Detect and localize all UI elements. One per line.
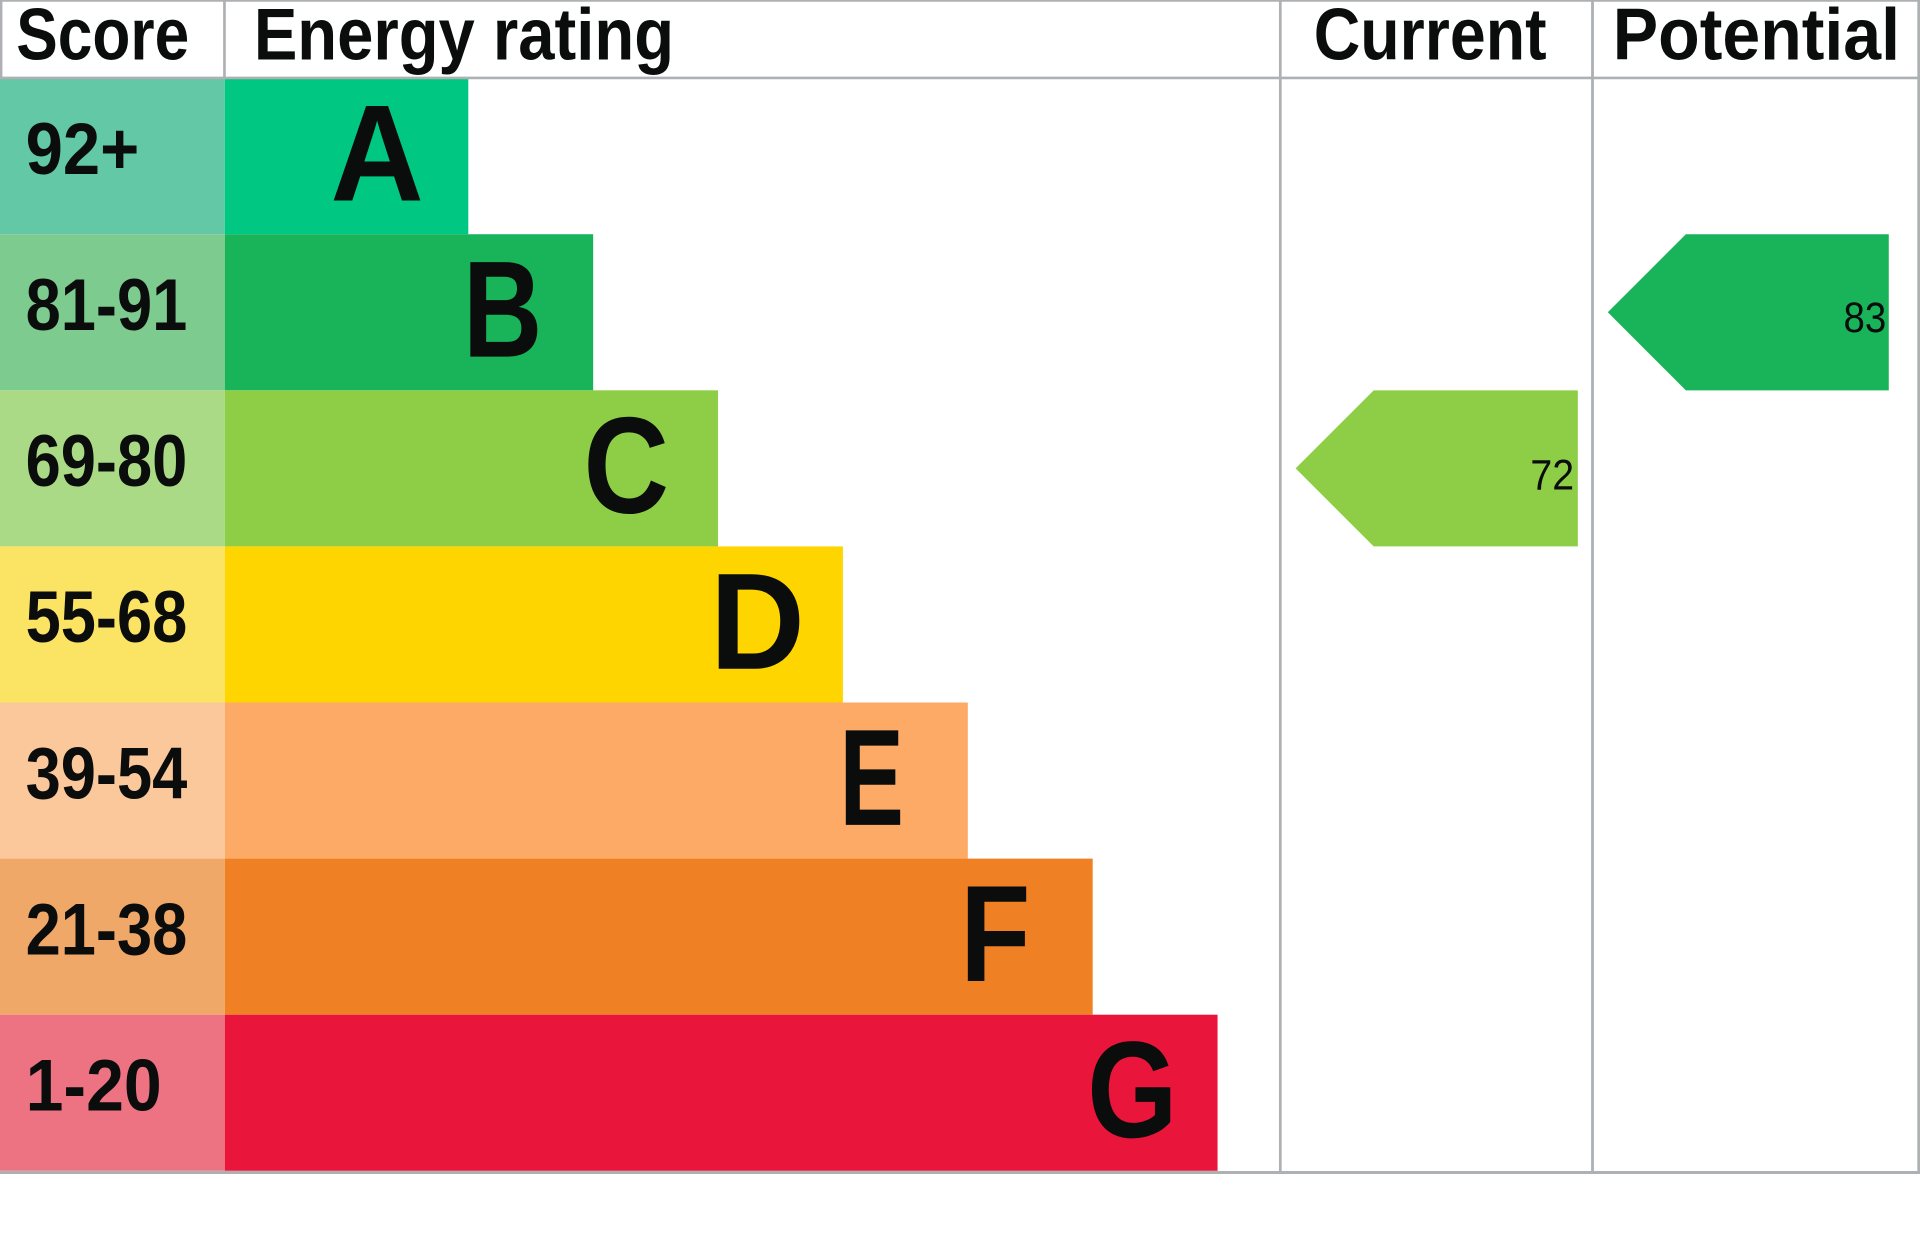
svg-text:83: 83 — [1844, 294, 1887, 341]
svg-text:Potential: Potential — [1613, 0, 1900, 76]
svg-text:F: F — [960, 858, 1030, 1011]
svg-text:55-68: 55-68 — [26, 576, 188, 658]
svg-text:39-54: 39-54 — [26, 732, 188, 814]
svg-text:E: E — [839, 702, 904, 855]
svg-text:69-80: 69-80 — [26, 420, 188, 502]
svg-text:C: C — [583, 390, 669, 543]
svg-text:B: B — [463, 234, 542, 387]
svg-text:1-20: 1-20 — [26, 1045, 162, 1127]
svg-text:G: G — [1087, 1014, 1177, 1167]
svg-text:72: 72 — [1530, 451, 1574, 498]
svg-text:Energy rating: Energy rating — [254, 0, 674, 76]
svg-text:Score: Score — [16, 0, 189, 76]
svg-text:D: D — [710, 546, 805, 699]
svg-text:21-38: 21-38 — [26, 888, 188, 970]
svg-text:92+: 92+ — [26, 108, 140, 190]
svg-text:A: A — [330, 78, 423, 231]
svg-text:Current: Current — [1314, 0, 1547, 76]
svg-text:81-91: 81-91 — [26, 264, 188, 346]
